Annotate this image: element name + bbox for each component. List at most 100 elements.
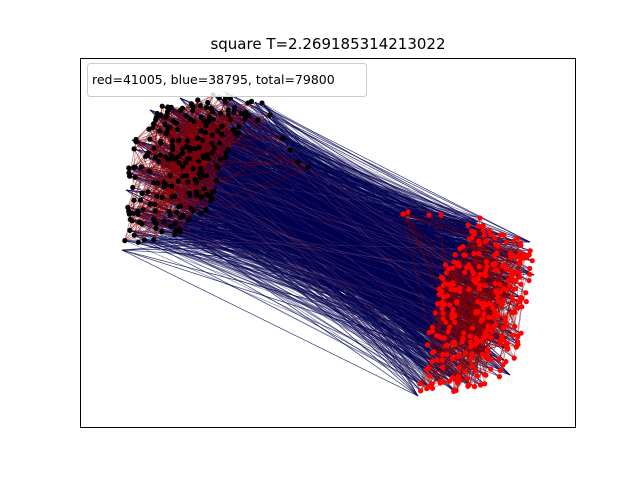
node <box>444 352 450 358</box>
node <box>418 388 424 394</box>
node <box>201 185 207 191</box>
edge <box>194 125 207 149</box>
edge <box>492 241 507 265</box>
node <box>245 113 251 119</box>
node <box>527 248 533 254</box>
node <box>209 150 215 156</box>
node <box>172 221 179 227</box>
node <box>145 150 151 156</box>
node <box>190 166 196 172</box>
edge <box>193 168 460 380</box>
edge <box>182 166 485 274</box>
node <box>163 114 169 120</box>
node <box>461 330 467 336</box>
node <box>503 239 510 245</box>
node <box>448 286 454 292</box>
node <box>167 125 173 131</box>
node <box>157 152 163 158</box>
edge <box>197 137 421 384</box>
node <box>225 107 231 113</box>
node <box>510 238 517 244</box>
node <box>204 104 210 111</box>
node <box>429 324 435 330</box>
node <box>526 277 532 284</box>
node <box>163 130 169 136</box>
node <box>476 263 482 270</box>
edge <box>154 214 430 222</box>
edge <box>261 102 478 279</box>
node <box>167 212 173 218</box>
node <box>451 388 457 394</box>
edge <box>254 101 531 243</box>
edge <box>238 126 523 299</box>
node <box>202 129 208 135</box>
node <box>151 145 157 151</box>
node <box>213 177 219 183</box>
node <box>431 349 437 355</box>
node <box>492 280 498 287</box>
edge <box>166 160 199 186</box>
node <box>157 128 163 134</box>
edge <box>125 189 531 243</box>
node <box>504 340 510 346</box>
node <box>209 132 215 138</box>
node <box>187 192 193 199</box>
edge <box>225 101 477 340</box>
edge <box>186 175 489 360</box>
node <box>457 376 463 382</box>
node <box>440 364 446 370</box>
edge <box>457 262 490 360</box>
node <box>480 227 486 233</box>
node <box>225 147 231 153</box>
edge <box>428 291 496 333</box>
node <box>183 113 189 119</box>
edge <box>129 139 137 177</box>
node <box>400 211 406 217</box>
node <box>452 319 458 325</box>
edge <box>180 230 453 269</box>
node <box>131 232 137 238</box>
node <box>512 309 518 315</box>
edge <box>132 220 458 266</box>
node <box>475 276 481 282</box>
node <box>477 286 483 292</box>
edge <box>206 122 499 302</box>
edge <box>166 184 465 372</box>
node <box>467 333 473 339</box>
node <box>488 335 494 341</box>
node <box>518 330 524 336</box>
node <box>166 208 172 214</box>
node <box>456 263 463 269</box>
edge <box>485 263 497 357</box>
edge <box>420 262 520 391</box>
edge <box>180 231 453 319</box>
node <box>526 252 532 258</box>
node <box>151 237 157 243</box>
node <box>461 252 467 258</box>
edge <box>212 192 421 384</box>
node <box>435 301 441 307</box>
node <box>141 237 147 243</box>
edge <box>166 133 475 387</box>
edge <box>152 127 176 224</box>
edge <box>439 275 486 384</box>
edge <box>439 294 482 321</box>
edge <box>178 155 430 377</box>
edge <box>474 233 516 327</box>
node <box>439 357 445 363</box>
edge <box>244 118 454 285</box>
edge <box>216 180 486 272</box>
node <box>478 318 484 324</box>
edge <box>224 91 479 223</box>
node <box>489 328 495 334</box>
node <box>480 222 486 228</box>
edge <box>175 122 188 142</box>
node <box>500 362 506 368</box>
node <box>471 277 477 283</box>
node <box>131 146 137 152</box>
node <box>209 141 215 147</box>
node <box>200 137 206 143</box>
edge <box>180 231 437 336</box>
node <box>287 147 293 153</box>
